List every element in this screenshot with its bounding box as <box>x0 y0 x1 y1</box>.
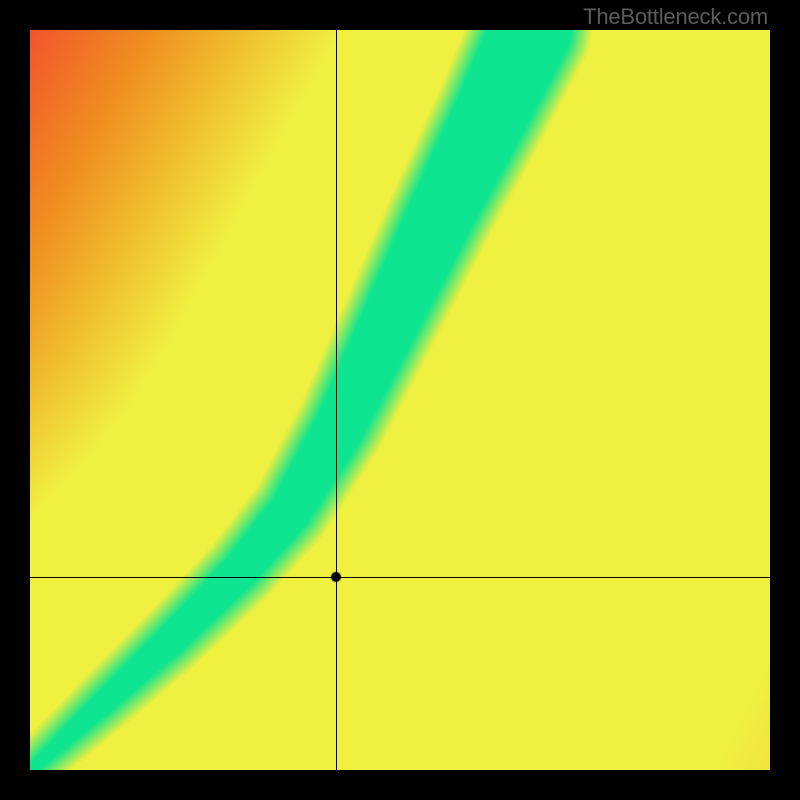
crosshair-horizontal <box>30 577 770 578</box>
watermark-text: TheBottleneck.com <box>583 4 768 30</box>
chart-container: TheBottleneck.com <box>0 0 800 800</box>
crosshair-vertical <box>336 30 337 770</box>
marker-canvas <box>0 0 800 800</box>
